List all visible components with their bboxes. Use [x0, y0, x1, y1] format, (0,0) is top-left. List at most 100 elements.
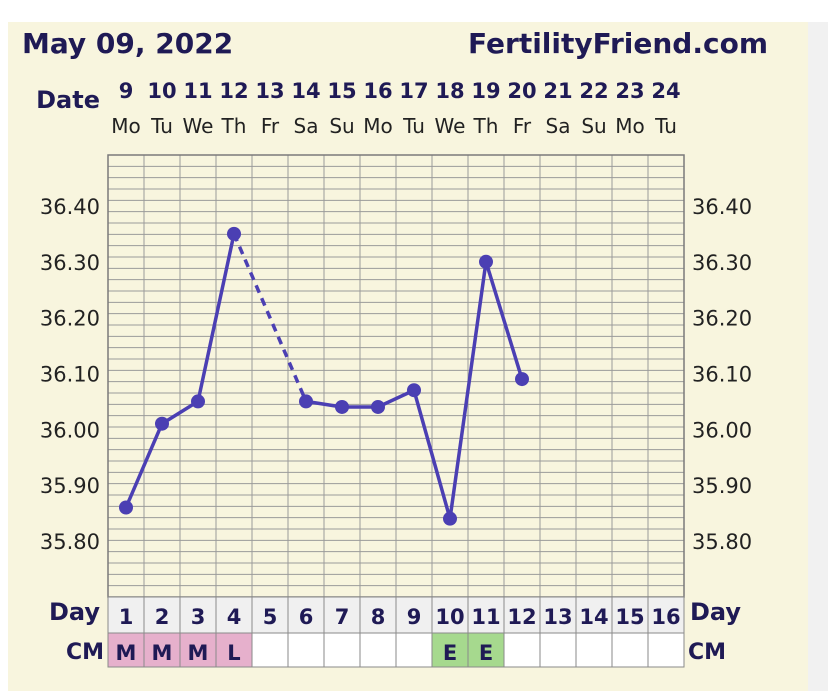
axis-labels: 9Mo1M10Tu2M11We3M12Th4L13Fr514Sa615Su716…: [40, 79, 752, 665]
cm-label: CM: [66, 640, 104, 665]
cm-row: [107, 596, 685, 668]
y-tick-right: 36.20: [692, 307, 752, 331]
chart-date: May 09, 2022: [22, 27, 233, 60]
temperature-segment: [448, 261, 488, 519]
weekday-tick: Mo: [363, 114, 393, 138]
cycle-day-tick: 10: [435, 605, 464, 629]
temperature-segment: [484, 261, 524, 380]
weekday-tick: Su: [329, 114, 354, 138]
cm-cell: [539, 632, 577, 668]
temperature-segment-dashed: [232, 233, 308, 403]
temperature-point: [479, 254, 493, 269]
weekday-tick: Th: [221, 114, 247, 138]
cm-cell: [611, 632, 649, 668]
cm-value: E: [479, 641, 493, 665]
date-label: Date: [36, 86, 100, 114]
date-tick: 20: [507, 79, 536, 103]
cycle-day-tick: 3: [191, 605, 206, 629]
date-tick: 15: [327, 79, 356, 103]
y-tick-right: 36.00: [692, 418, 752, 442]
day-cell: [395, 596, 433, 634]
temperature-point: [515, 372, 529, 387]
cycle-day-tick: 11: [471, 605, 500, 629]
weekday-tick: Sa: [546, 114, 571, 138]
temperature-line: [124, 233, 524, 520]
grid: [107, 154, 685, 598]
day-label: Day: [49, 598, 100, 626]
date-tick: 10: [147, 79, 176, 103]
cycle-day-tick: 12: [507, 605, 536, 629]
weekday-tick: Mo: [615, 114, 645, 138]
date-tick: 24: [651, 79, 680, 103]
y-tick-left: 36.40: [40, 195, 100, 219]
weekday-tick: Tu: [402, 114, 425, 138]
temperature-point: [407, 383, 421, 398]
cm-cell: [107, 632, 145, 668]
temperature-segment: [161, 399, 199, 426]
cm-cell: [395, 632, 433, 668]
cycle-day-tick: 14: [579, 605, 608, 629]
temperature-point: [335, 399, 349, 414]
cycle-day-tick: 6: [299, 605, 314, 629]
cycle-day-tick: 2: [155, 605, 170, 629]
day-label-right: Day: [690, 598, 741, 626]
cm-value: L: [227, 641, 240, 665]
date-tick: 21: [543, 79, 572, 103]
cm-label-right: CM: [688, 640, 726, 665]
date-tick: 13: [255, 79, 284, 103]
y-tick-left: 36.30: [40, 251, 100, 275]
temperature-point: [371, 399, 385, 414]
weekday-tick: Mo: [111, 114, 141, 138]
cycle-day-tick: 8: [371, 605, 386, 629]
day-cell: [503, 596, 541, 634]
cm-value: M: [116, 641, 137, 665]
temperature-point: [191, 394, 205, 409]
date-tick: 14: [291, 79, 320, 103]
cm-cell: [287, 632, 325, 668]
cm-cell: [179, 632, 217, 668]
y-tick-right: 35.90: [692, 474, 752, 498]
cm-cell: [143, 632, 181, 668]
day-cell: [647, 596, 685, 634]
temperature-point: [299, 394, 313, 409]
day-cell: [251, 596, 289, 634]
temperature-segment: [196, 233, 236, 402]
cm-cell: [431, 632, 469, 668]
weekday-tick: Sa: [294, 114, 319, 138]
y-tick-right: 35.80: [692, 530, 752, 554]
weekday-tick: Fr: [513, 114, 532, 138]
y-tick-left: 36.20: [40, 307, 100, 331]
weekday-tick: Tu: [654, 114, 677, 138]
cm-value: M: [188, 641, 209, 665]
date-tick: 18: [435, 79, 464, 103]
cm-cell: [323, 632, 361, 668]
cm-value: M: [152, 641, 173, 665]
cm-cell: [215, 632, 253, 668]
cycle-day-tick: 1: [119, 605, 134, 629]
y-tick-left: 35.90: [40, 474, 100, 498]
y-tick-left: 36.10: [40, 362, 100, 386]
cm-cell: [503, 632, 541, 668]
cycle-day-tick: 9: [407, 605, 422, 629]
cycle-day-tick: 15: [615, 605, 644, 629]
temperature-segment: [124, 423, 164, 509]
cm-cell: [251, 632, 289, 668]
date-tick: 23: [615, 79, 644, 103]
day-cell: [431, 596, 469, 634]
temperature-point: [443, 511, 457, 526]
cm-cell: [575, 632, 613, 668]
temperature-points: [119, 226, 529, 526]
cycle-day-tick: 5: [263, 605, 278, 629]
date-tick: 12: [219, 79, 248, 103]
weekday-tick: Tu: [150, 114, 173, 138]
cm-value: E: [443, 641, 457, 665]
cm-cell: [359, 632, 397, 668]
y-tick-left: 36.00: [40, 418, 100, 442]
day-cell: [359, 596, 397, 634]
weekday-tick: We: [435, 114, 466, 138]
cycle-day-tick: 16: [651, 605, 680, 629]
cycle-day-tick: 13: [543, 605, 572, 629]
weekday-tick: Th: [473, 114, 499, 138]
date-tick: 16: [363, 79, 392, 103]
